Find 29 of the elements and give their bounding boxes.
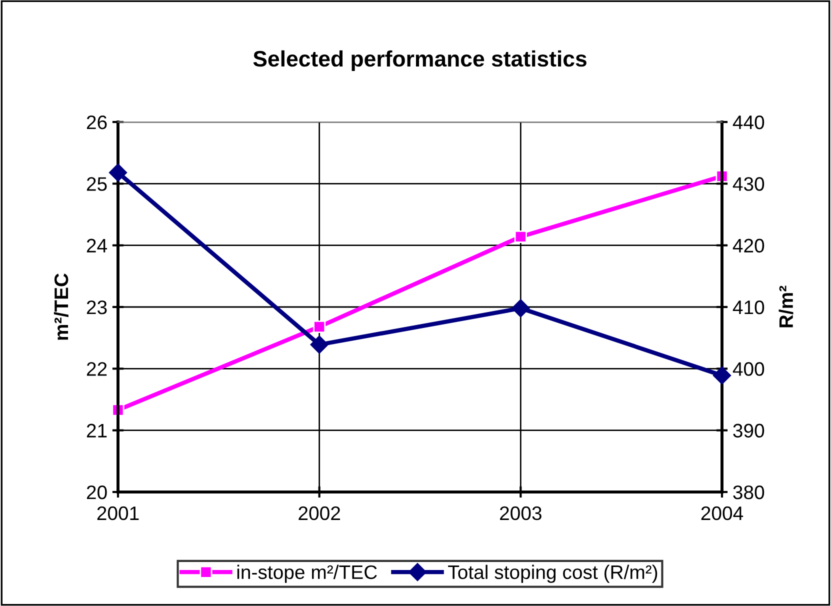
legend-label: in-stope m²/TEC	[237, 564, 377, 583]
x-tick-label: 2004	[701, 506, 744, 520]
y-axis-title: m²/TEC	[54, 274, 68, 340]
y-tick-label: 25	[86, 177, 107, 191]
point	[514, 230, 527, 243]
y2-tick-label: 430	[732, 177, 764, 191]
point	[511, 299, 530, 318]
y2-tick-label: 390	[733, 424, 764, 438]
point	[313, 320, 326, 333]
y2-tick-label: 380	[733, 485, 764, 500]
point	[108, 163, 128, 182]
y-tick-label: 24	[86, 238, 108, 252]
point	[712, 366, 732, 385]
point	[310, 335, 329, 354]
y2-axis-title: R/m²	[778, 286, 794, 328]
y2-tick-label: 410	[732, 300, 764, 314]
chart-title: Selected performance statistics	[253, 50, 586, 72]
y-tick-label: 21	[86, 424, 107, 438]
x-tick-label: 2001	[97, 506, 139, 520]
y-tick-label: 20	[86, 485, 107, 500]
y2-tick-label: 400	[732, 362, 764, 376]
y-tick-label: 23	[86, 300, 107, 314]
y-tick-label: 26	[86, 115, 107, 130]
y2-tick-label: 420	[732, 238, 764, 253]
y2-tick-label: 440	[732, 115, 764, 130]
x-tick-label: 2002	[298, 506, 340, 520]
legend-label: Total stoping cost (R/m²)	[448, 564, 658, 583]
x-tick-label: 2003	[500, 506, 542, 520]
y-tick-label: 22	[86, 362, 107, 376]
